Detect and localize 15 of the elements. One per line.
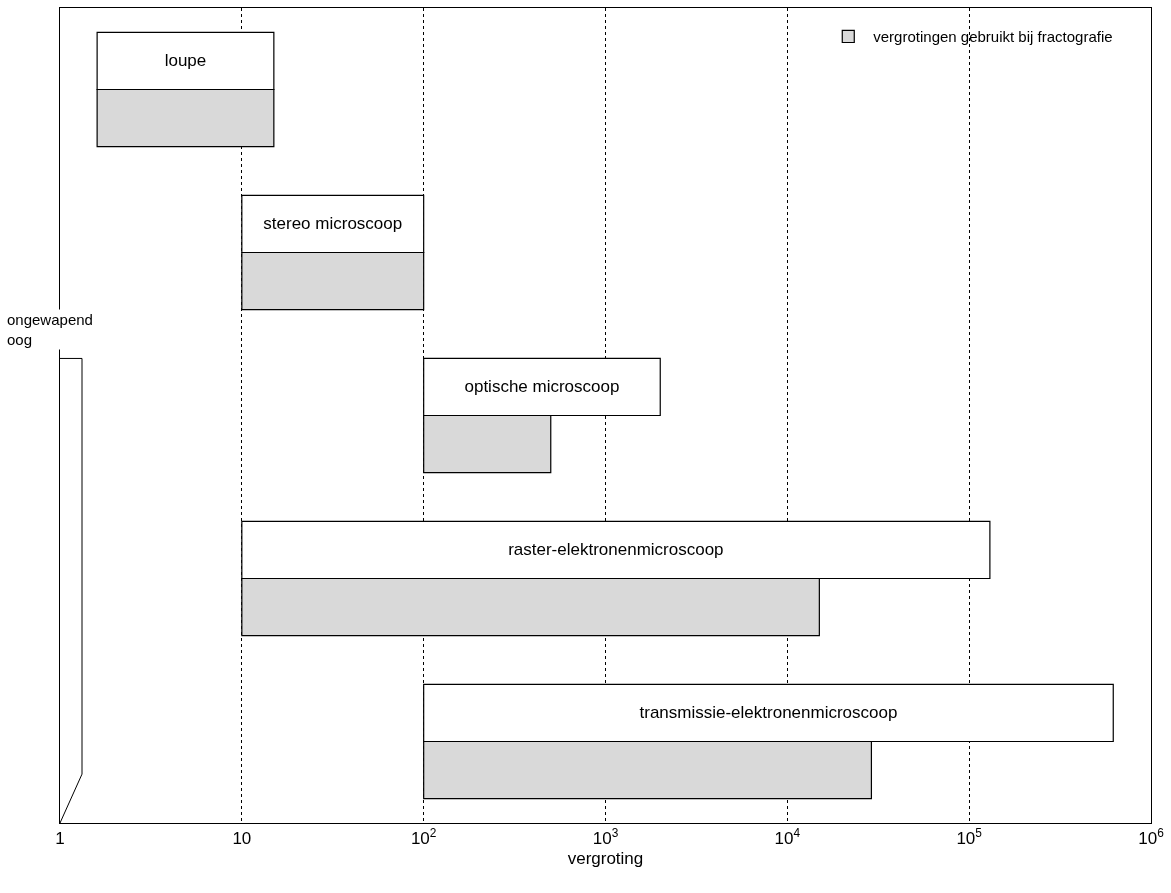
ref-line-label: ongewapend oog bbox=[7, 311, 93, 348]
x-tick-label: 10 bbox=[232, 829, 252, 849]
y-tick-label: optische microscoop bbox=[464, 377, 620, 397]
y-tick-label: raster-elektronenmicroscoop bbox=[508, 540, 724, 560]
x-tick-label: 10$^{5}$ bbox=[956, 826, 983, 849]
x-tick-label: 10$^{4}$ bbox=[774, 826, 801, 849]
x-tick-label: 10$^{6}$ bbox=[1138, 826, 1165, 849]
legend-label: vergrotingen gebruikt bij fractografie bbox=[873, 28, 1113, 46]
x-tick-label: 10$^{2}$ bbox=[410, 826, 437, 849]
x-tick-label: 1 bbox=[55, 829, 65, 849]
y-tick-label: transmissie-elektronenmicroscoop bbox=[639, 703, 898, 723]
x-axis-title: vergroting bbox=[567, 848, 644, 868]
y-tick-label: loupe bbox=[164, 51, 207, 71]
x-tick-label: 10$^{3}$ bbox=[592, 826, 619, 849]
y-tick-label: stereo microscoop bbox=[263, 214, 403, 234]
